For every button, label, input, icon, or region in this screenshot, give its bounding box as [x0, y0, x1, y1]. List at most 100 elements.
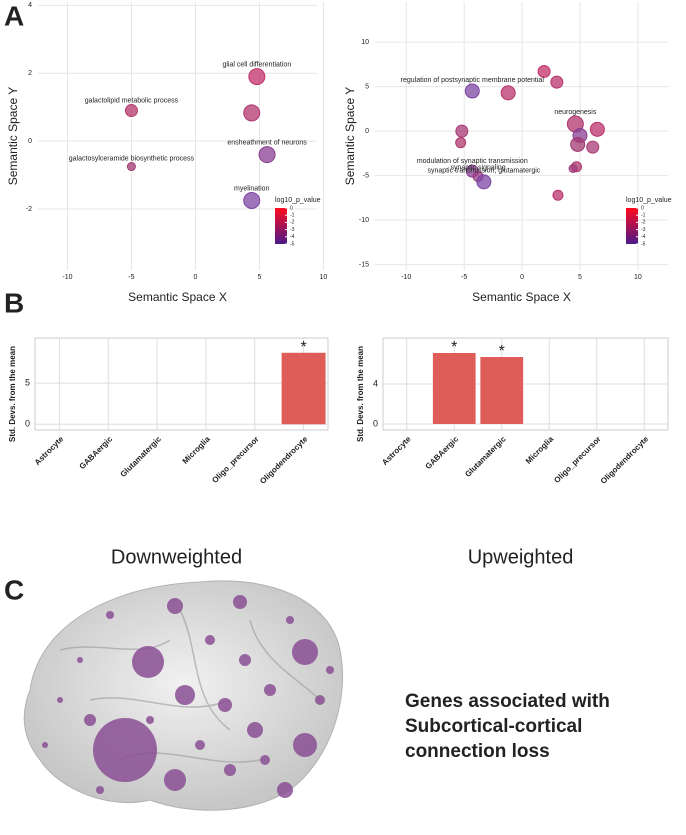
y-tick-label: 0 [373, 418, 378, 428]
chart-title: Upweighted [468, 546, 574, 568]
bar [432, 353, 476, 424]
x-tick-label: -10 [62, 274, 72, 281]
bubble-label: regulation of postsynaptic membrane pote… [401, 77, 545, 84]
x-tick-label: Microglia [181, 434, 213, 466]
x-tick-label: GABAergic [78, 434, 115, 471]
y-tick-label: 4 [28, 2, 32, 9]
x-tick-label: Glutamatergic [463, 434, 508, 479]
x-tick-label: Oligodendrocyte [258, 434, 310, 486]
y-tick-label: 0 [28, 138, 32, 145]
bubble-label: galactolipid metabolic process [85, 97, 179, 104]
x-tick-label: 10 [634, 274, 642, 281]
panel-label: B [4, 287, 24, 318]
colorbar-tick-label: -2 [641, 220, 646, 226]
y-axis-title: Std. Devs. from the mean [356, 346, 365, 442]
bubble-label: glial cell differentiation [222, 61, 291, 68]
x-tick-label: Astrocyte [33, 434, 66, 467]
plot-background [375, 2, 668, 270]
bubble [243, 191, 261, 209]
bar [480, 357, 524, 424]
caption-line: Genes associated with [405, 691, 610, 712]
panel-label: A [4, 0, 24, 31]
y-tick-label: 0 [365, 128, 369, 135]
colorbar-tick-label: -4 [641, 234, 646, 240]
x-tick-label: 5 [578, 274, 582, 281]
x-axis-title: Semantic Space X [128, 290, 227, 304]
x-tick-label: 0 [520, 274, 524, 281]
bubble-label: synaptic transmission, glutamatergic [427, 168, 540, 175]
colorbar-tick-label: 0 [641, 205, 644, 211]
x-tick-label: -5 [128, 274, 134, 281]
significance-mark: * [300, 339, 306, 356]
bubble [500, 85, 516, 101]
x-tick-label: Glutamatergic [119, 434, 164, 479]
colorbar-tick-label: -3 [641, 227, 646, 233]
x-tick-label: 5 [257, 274, 261, 281]
bubble [570, 136, 586, 152]
x-tick-label: 0 [193, 274, 197, 281]
bubble [568, 163, 578, 173]
x-tick-label: -5 [461, 274, 467, 281]
plot-background [38, 2, 317, 270]
bar [281, 352, 326, 425]
significance-mark: * [499, 343, 505, 360]
y-tick-label: 2 [28, 70, 32, 77]
colorbar [626, 208, 638, 244]
bubble [586, 140, 600, 154]
caption-line: connection loss [405, 741, 550, 762]
y-tick-label: -10 [359, 217, 369, 224]
x-tick-label: Oligo_precursor [210, 435, 260, 485]
x-tick-label: Oligo_precursor [552, 435, 602, 485]
bubble [248, 68, 266, 86]
significance-mark: * [451, 339, 457, 356]
colorbar-tick-label: -5 [290, 241, 295, 247]
bubble [455, 137, 467, 149]
colorbar-tick-label: -3 [290, 227, 295, 233]
x-tick-label: 10 [320, 274, 328, 281]
y-tick-label: 10 [361, 39, 369, 46]
colorbar [275, 208, 287, 244]
colorbar-tick-label: -5 [641, 241, 646, 247]
y-tick-label: -2 [26, 206, 32, 213]
gene-spheres [42, 595, 334, 798]
caption-line: Subcortical-cortical [405, 716, 582, 737]
y-axis-title: Semantic Space Y [343, 87, 357, 186]
colorbar-tick-label: 0 [290, 205, 293, 211]
colorbar-tick-label: -2 [290, 220, 295, 226]
bubble [552, 189, 564, 201]
colorbar-tick-label: -1 [290, 213, 295, 219]
y-tick-label: 4 [373, 378, 378, 388]
legend-title: log10_p_value [626, 197, 672, 204]
bubble [124, 104, 138, 118]
y-tick-label: -15 [359, 262, 369, 269]
y-tick-label: 0 [25, 419, 30, 429]
bubble-label: galactosylceramide biosynthetic process [69, 155, 195, 162]
y-tick-label: 5 [365, 83, 369, 90]
bubble-label: synaptic signaling [450, 164, 505, 171]
bubble [589, 121, 605, 137]
bubble-label: modulation of synaptic transmission [417, 158, 528, 165]
x-tick-label: GABAergic [424, 434, 461, 471]
bubble-label: myelination [234, 185, 270, 192]
y-tick-label: 5 [25, 378, 30, 388]
y-axis-title: Std. Devs. from the mean [8, 346, 17, 442]
bubble [476, 174, 492, 190]
x-tick-label: Microglia [524, 434, 556, 466]
panel-label: C [4, 574, 24, 605]
colorbar-tick-label: -1 [641, 213, 646, 219]
x-tick-label: Astrocyte [380, 434, 413, 467]
chart-title: Downweighted [111, 546, 242, 568]
bubble [455, 124, 469, 138]
colorbar-tick-label: -4 [290, 234, 295, 240]
bubble-label: neurogenesis [554, 109, 597, 116]
x-tick-label: -10 [401, 274, 411, 281]
legend-title: log10_p_value [275, 197, 321, 204]
x-axis-title: Semantic Space X [472, 290, 571, 304]
bubble [258, 146, 276, 164]
brain-sulci [59, 609, 321, 763]
plot-frame [34, 337, 329, 431]
bubble [537, 64, 551, 78]
bubble [550, 75, 564, 89]
bubble [243, 104, 261, 122]
